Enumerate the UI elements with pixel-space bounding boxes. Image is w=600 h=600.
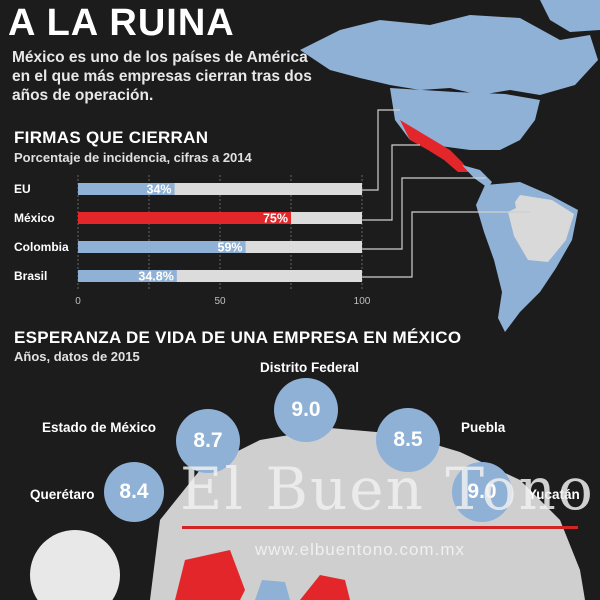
- bar-value-label: 75%: [263, 212, 288, 226]
- x-tick-label: 50: [214, 296, 226, 307]
- bubble-value: 9.0: [274, 378, 338, 442]
- state-label: Estado de México: [42, 420, 157, 435]
- x-tick-label: 0: [75, 296, 81, 307]
- usa-shape: [390, 88, 540, 150]
- state-label: Distrito Federal: [260, 360, 360, 375]
- state-red-1: [175, 550, 245, 600]
- bar-label: México: [14, 211, 55, 225]
- bar-chart-subtitle: Porcentaje de incidencia, cifras a 2014: [14, 150, 252, 165]
- bar-value-label: 59%: [218, 241, 243, 255]
- state-red-2: [300, 575, 350, 600]
- bar-value-label: 34%: [147, 183, 172, 197]
- greenland-shape: [540, 0, 600, 32]
- bubble-value: 8.4: [104, 462, 164, 522]
- x-tick-label: 100: [354, 296, 371, 307]
- state-label: Puebla: [461, 420, 506, 435]
- bar: [78, 241, 246, 253]
- bar-chart: EU 34% México 75% Colombia 59% Brasil 34.8% 0 50 1…: [14, 175, 371, 307]
- bubble-value: 8.5: [376, 408, 440, 472]
- bar-label: Brasil: [14, 269, 47, 283]
- watermark-brand: El Buen Tono: [180, 455, 595, 523]
- inset-globe: [30, 530, 120, 600]
- bar-label: Colombia: [14, 240, 69, 254]
- central-america-shape: [462, 165, 492, 188]
- state-label: Yucatán: [528, 487, 580, 502]
- bar: [78, 270, 177, 282]
- mexico-shape: [400, 120, 470, 172]
- bar-chart-title: FIRMAS QUE CIERRAN: [14, 128, 209, 147]
- bubble-chart-title: ESPERANZA DE VIDA DE UNA EMPRESA EN MÉXI…: [14, 328, 462, 347]
- bubble-value: 8.7: [176, 409, 240, 473]
- americas-map: [300, 0, 600, 332]
- page-title: A LA RUINA: [8, 2, 235, 44]
- colombia-shape: [486, 186, 516, 216]
- watermark-url: www.elbuentono.com.mx: [255, 540, 465, 559]
- intro-text: México es uno de los países de América e…: [12, 49, 312, 104]
- state-blue-1: [255, 580, 290, 600]
- connector-lines: [362, 109, 530, 278]
- bubble-value: 9.0: [452, 462, 512, 522]
- bubble-chart-subtitle: Años, datos de 2015: [14, 349, 140, 364]
- bar-label: EU: [14, 182, 31, 196]
- bar: [78, 212, 291, 224]
- bar-value-label: 34.8%: [138, 270, 173, 284]
- bar: [78, 183, 175, 195]
- canada-shape: [300, 15, 598, 95]
- watermark-rule: [182, 526, 578, 529]
- state-label: Querétaro: [30, 487, 95, 502]
